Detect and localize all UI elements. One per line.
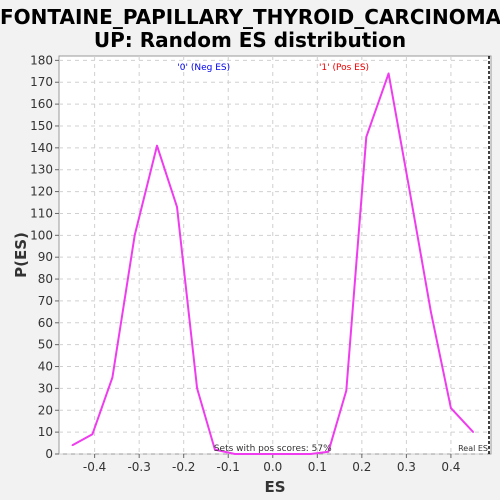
x-tick-label: -0.1 bbox=[217, 460, 240, 474]
axes: 0 10 20 30 40 50 60 70 80 90 100 110 120 130 140 150 160… bbox=[30, 53, 460, 474]
data-point bbox=[91, 433, 94, 436]
data-point bbox=[472, 431, 474, 433]
data-point bbox=[407, 184, 410, 186]
data-point bbox=[111, 376, 114, 379]
data-point bbox=[196, 387, 198, 390]
y-tick-label: 80 bbox=[38, 272, 53, 286]
data-point bbox=[327, 451, 330, 453]
x-tick-label: -0.4 bbox=[83, 460, 106, 474]
y-tick-label: 0 bbox=[45, 447, 53, 461]
x-tick-label: -0.2 bbox=[172, 460, 195, 474]
pos-scores-label: Sets with pos scores: 57% bbox=[214, 444, 332, 454]
y-tick-label: 40 bbox=[38, 360, 53, 374]
neg-es-label: '0' (Neg ES) bbox=[177, 63, 230, 73]
y-tick-label: 110 bbox=[30, 206, 53, 220]
y-tick-label: 90 bbox=[38, 250, 53, 264]
data-point bbox=[387, 72, 390, 75]
data-point bbox=[365, 136, 368, 138]
y-tick-label: 30 bbox=[38, 381, 53, 395]
y-tick-label: 170 bbox=[30, 75, 53, 89]
y-tick-label: 50 bbox=[38, 338, 53, 352]
y-tick-label: 70 bbox=[38, 294, 53, 308]
x-tick-label: 0.3 bbox=[397, 460, 416, 474]
series bbox=[71, 72, 474, 455]
data-point bbox=[176, 206, 178, 208]
real-es-label: Real ES bbox=[458, 444, 488, 453]
y-tick-label: 20 bbox=[38, 403, 53, 417]
x-tick-label: 0.4 bbox=[441, 460, 460, 474]
y-tick-label: 120 bbox=[30, 185, 53, 199]
data-point bbox=[71, 444, 74, 447]
data-point bbox=[430, 311, 432, 313]
x-axis-label: ES bbox=[264, 478, 285, 496]
data-point bbox=[234, 453, 236, 455]
x-tick-label: 0.1 bbox=[308, 460, 327, 474]
data-point bbox=[345, 389, 348, 392]
data-point bbox=[289, 453, 292, 455]
data-point bbox=[214, 448, 216, 451]
y-tick-label: 180 bbox=[30, 53, 53, 67]
pos-es-label: '1' (Pos ES) bbox=[319, 63, 369, 73]
data-point bbox=[271, 453, 274, 455]
data-point bbox=[450, 407, 452, 409]
y-tick-label: 140 bbox=[30, 141, 53, 155]
plot-area bbox=[58, 55, 492, 455]
y-tick-label: 100 bbox=[30, 228, 53, 242]
y-tick-label: 130 bbox=[30, 163, 53, 177]
x-tick-label: -0.3 bbox=[127, 460, 150, 474]
y-tick-label: 10 bbox=[38, 425, 53, 439]
data-point bbox=[254, 453, 256, 455]
x-tick-label: 0.2 bbox=[352, 460, 371, 474]
data-point bbox=[309, 453, 312, 455]
chart-title-line-2: UP: Random ES distribution bbox=[93, 28, 407, 52]
y-tick-label: 150 bbox=[30, 119, 53, 133]
annotations: '0' (Neg ES) '1' (Pos ES) Sets with pos … bbox=[177, 56, 490, 454]
data-point bbox=[133, 234, 136, 237]
chart-title-line-1: FONTAINE_PAPILLARY_THYROID_CARCINOMA_ bbox=[0, 5, 500, 29]
x-tick-label: 0.0 bbox=[263, 460, 282, 474]
y-tick-label: 160 bbox=[30, 97, 53, 111]
y-axis-label: P(ES) bbox=[12, 232, 30, 278]
data-point bbox=[156, 144, 158, 147]
y-tick-label: 60 bbox=[38, 316, 53, 330]
